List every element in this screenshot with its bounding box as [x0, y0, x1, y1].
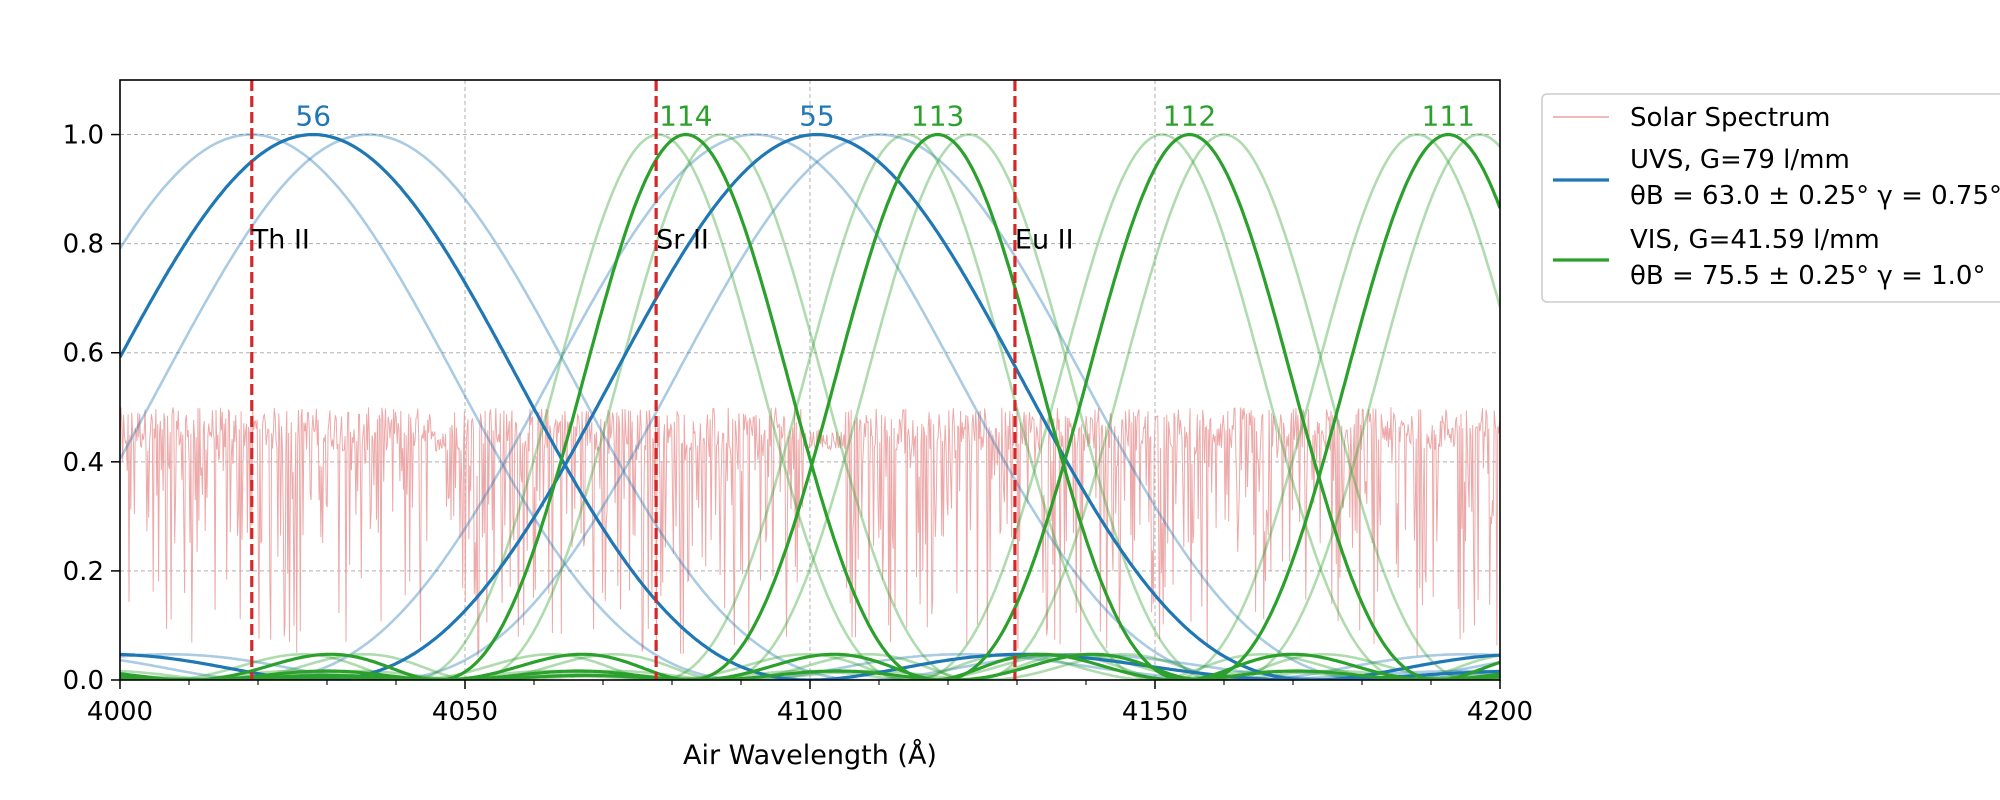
spectral-lines-layer: 56 55 114 113 112 111 Th II Sr II Eu II	[250, 80, 1475, 680]
axis-ticks: 4000 4050 4100 4150 4200 0.0 0.2 0.4 0.6 0.8 1.0	[63, 121, 1533, 727]
vis-order-curve-114	[120, 132, 1500, 680]
vis-order-label: 111	[1422, 100, 1475, 133]
x-tick-label: 4000	[87, 697, 153, 727]
x-tick-label: 4050	[432, 697, 498, 727]
legend-uvs-label: UVS, G=79 l/mm	[1630, 145, 1850, 175]
legend-uvs-params: θB = 63.0 ± 0.25° γ = 0.75°	[1630, 181, 2000, 211]
x-tick-label: 4150	[1122, 697, 1188, 727]
legend: Solar Spectrum UVS, G=79 l/mm θB = 63.0 …	[1541, 93, 2000, 303]
spectral-line-label: Sr II	[656, 225, 709, 256]
legend-solar-label: Solar Spectrum	[1630, 103, 1831, 133]
vis-order-curve-111	[120, 132, 1500, 680]
x-tick-label: 4100	[777, 697, 843, 727]
uvs-order-label: 55	[799, 100, 835, 133]
x-tick-label: 4200	[1467, 697, 1533, 727]
vis-order-label: 114	[659, 100, 712, 133]
vis-order-label: 112	[1163, 100, 1216, 133]
legend-box	[1541, 93, 2000, 303]
legend-vis-params: θB = 75.5 ± 0.25° γ = 1.0°	[1630, 261, 1985, 291]
uvs-order-label: 56	[295, 100, 331, 133]
solar-spectrum-layer	[120, 407, 1500, 657]
order-curves-layer	[120, 132, 1500, 680]
spectral-line-label: Eu II	[1015, 225, 1074, 256]
spectral-line-label: Th II	[251, 225, 310, 256]
y-tick-label: 0.2	[63, 557, 104, 587]
y-tick-label: 0.8	[63, 230, 104, 260]
x-axis-title: Air Wavelength (Å)	[683, 739, 937, 771]
solar-spectrum-line	[120, 407, 1500, 657]
y-tick-label: 0.6	[63, 339, 104, 369]
y-tick-label: 1.0	[63, 121, 104, 151]
y-tick-label: 0.0	[63, 666, 104, 696]
y-tick-label: 0.4	[63, 448, 104, 478]
vis-order-curve-113	[120, 132, 1500, 680]
vis-order-label: 113	[911, 100, 964, 133]
legend-vis-label: VIS, G=41.59 l/mm	[1630, 225, 1880, 255]
